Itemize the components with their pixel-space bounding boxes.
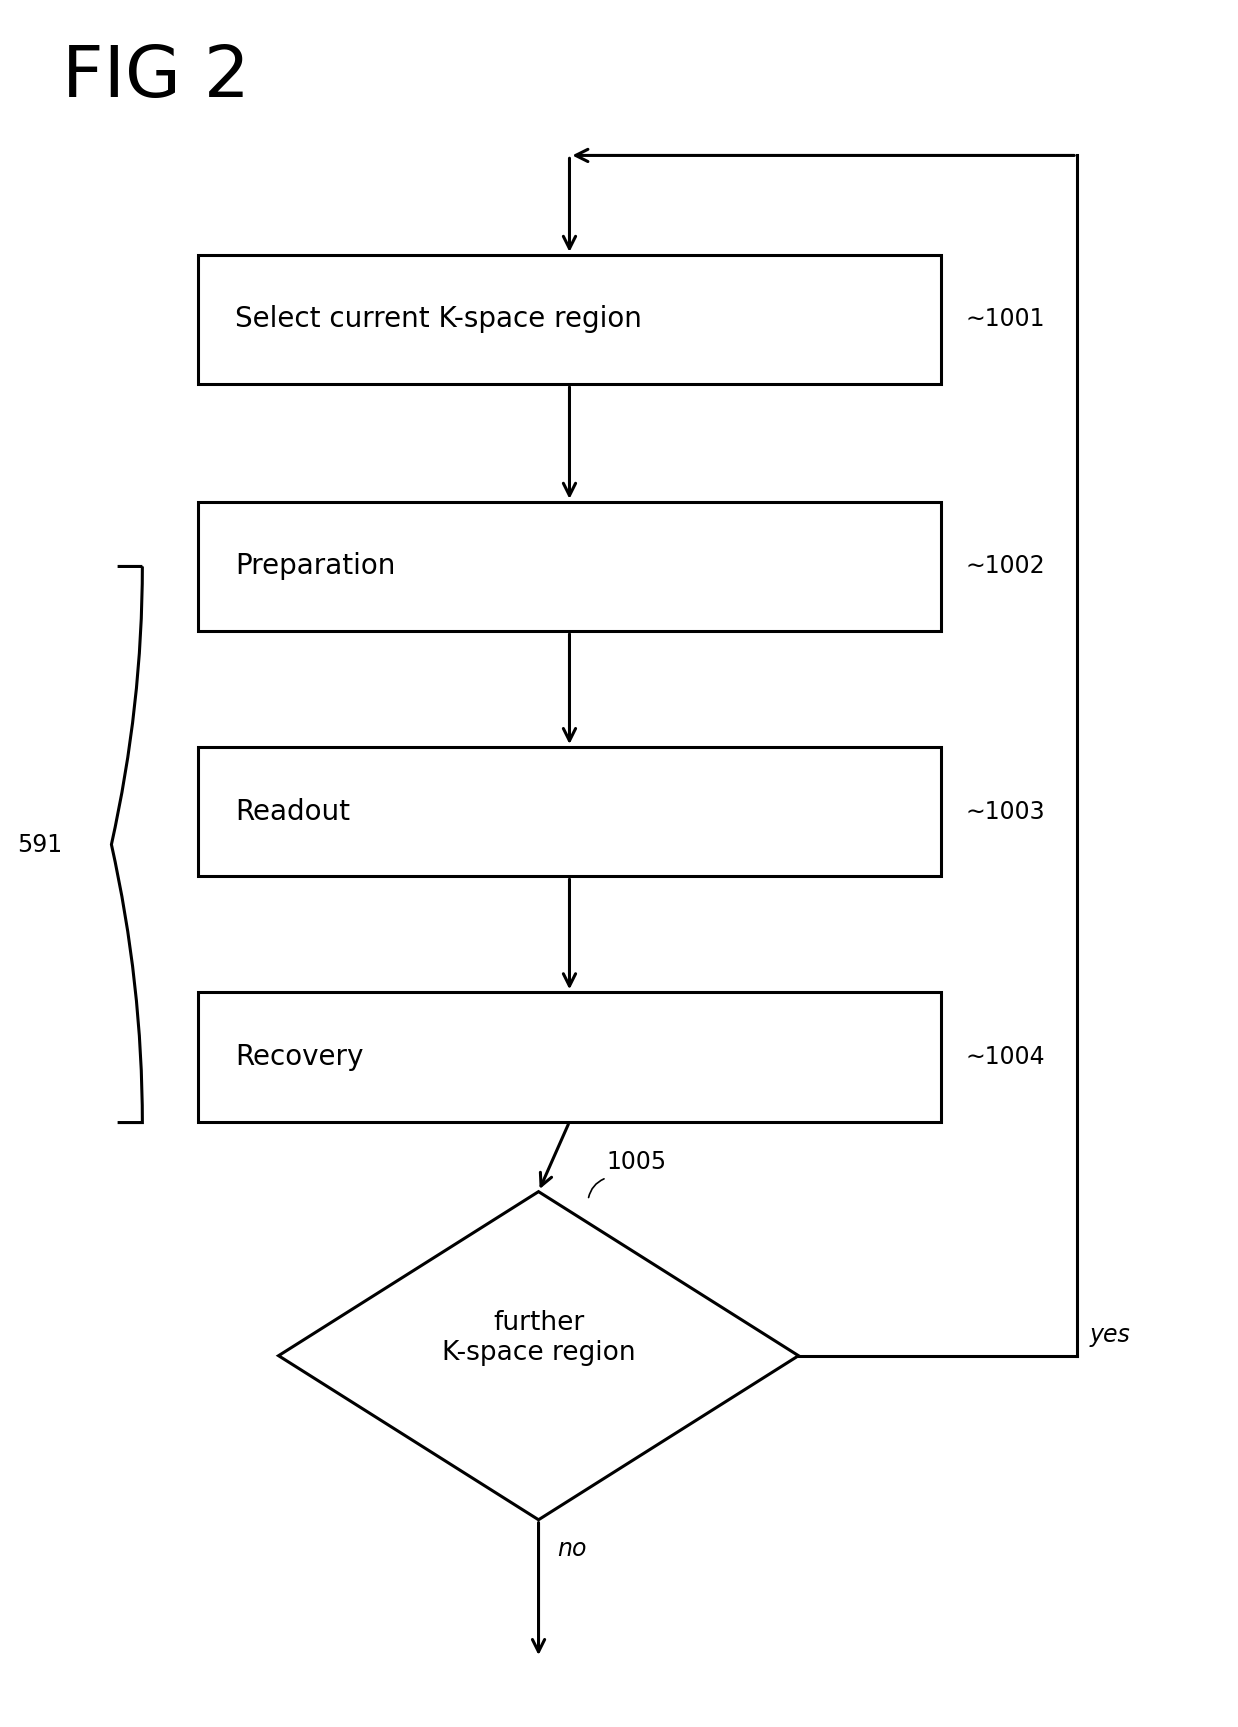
- Text: ∼1004: ∼1004: [966, 1045, 1045, 1069]
- Text: Readout: Readout: [235, 798, 350, 826]
- Text: 591: 591: [17, 832, 62, 857]
- Text: no: no: [557, 1537, 587, 1561]
- Text: Select current K-space region: Select current K-space region: [235, 306, 643, 333]
- Bar: [198, 256, 941, 385]
- Text: ∼1001: ∼1001: [966, 307, 1045, 332]
- Polygon shape: [279, 1192, 799, 1520]
- Bar: [198, 503, 941, 632]
- Text: Preparation: Preparation: [235, 553, 396, 580]
- Text: yes: yes: [1089, 1323, 1130, 1347]
- Bar: [198, 991, 941, 1123]
- Text: further
K-space region: further K-space region: [442, 1311, 635, 1366]
- Bar: [198, 746, 941, 876]
- Text: ∼1002: ∼1002: [966, 554, 1045, 579]
- Text: FIG 2: FIG 2: [62, 43, 250, 112]
- Text: 1005: 1005: [607, 1150, 667, 1174]
- Text: Recovery: Recovery: [235, 1043, 364, 1071]
- Text: ∼1003: ∼1003: [966, 800, 1045, 824]
